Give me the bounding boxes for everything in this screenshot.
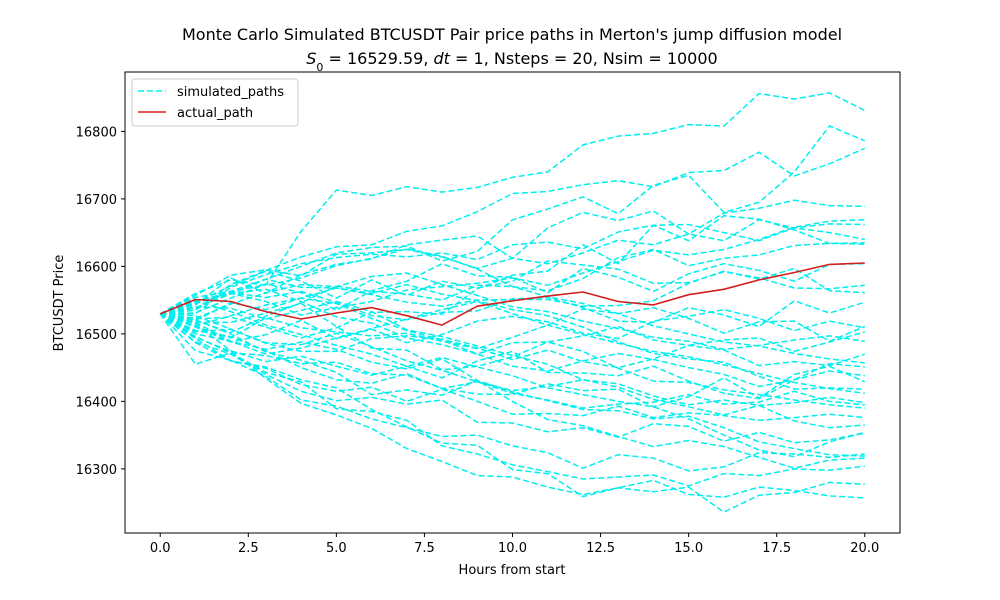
subtitle-dt-symbol: dt xyxy=(434,49,451,68)
x-tick-label: 20.0 xyxy=(850,541,879,556)
simulated-path-line xyxy=(159,313,865,513)
legend-box xyxy=(131,78,299,127)
simulated-path-line xyxy=(159,313,865,409)
simulated-path-line xyxy=(159,308,865,344)
simulated-path-line xyxy=(160,215,865,315)
simulated-path-line xyxy=(160,242,865,334)
simulated-path-line xyxy=(159,219,865,315)
x-axis: 0.0 2.5 5.0 7.5 10.0 12.5 15.0 17.5 20.0 xyxy=(150,533,879,556)
simulated-path-line xyxy=(159,313,865,422)
simulated-path-line xyxy=(160,313,865,416)
simulated-path-line xyxy=(159,290,866,328)
x-tick-label: 2.5 xyxy=(238,541,259,556)
simulated-path-line xyxy=(160,272,865,351)
legend-label-simulated: simulated_paths xyxy=(177,85,284,100)
simulated-path-line xyxy=(159,313,866,369)
y-tick-label: 16500 xyxy=(76,328,117,343)
simulated-path-line xyxy=(160,125,866,315)
y-axis: 16300 16400 16500 16600 16700 16800 xyxy=(76,125,125,478)
x-tick-label: 12.5 xyxy=(586,541,615,556)
y-tick-label: 16600 xyxy=(76,260,117,275)
simulated-path-line xyxy=(159,92,866,315)
simulated-path-line xyxy=(160,300,865,429)
x-tick-label: 5.0 xyxy=(326,541,347,556)
y-tick-label: 16300 xyxy=(76,463,117,478)
chart-subtitle: S0 = 16529.59, dt = 1, Nsteps = 20, Nsim… xyxy=(306,49,717,74)
simulated-path-line xyxy=(159,313,865,400)
simulated-path-line xyxy=(160,223,865,339)
subtitle-s-symbol: S xyxy=(306,49,316,68)
series-group xyxy=(159,92,866,513)
simulated-path-line xyxy=(159,248,865,364)
simulated-path-line xyxy=(160,313,865,469)
simulated-path-line xyxy=(159,313,865,499)
simulated-path-line xyxy=(160,219,865,316)
subtitle-s-subscript: 0 xyxy=(316,61,323,74)
x-tick-label: 0.0 xyxy=(150,541,171,556)
simulated-path-line xyxy=(159,278,865,390)
actual-path-line xyxy=(159,262,865,326)
simulated-path-line xyxy=(159,313,865,487)
simulated-path-line xyxy=(159,313,866,408)
simulated-path-line xyxy=(159,300,865,458)
y-tick-label: 16800 xyxy=(76,125,117,140)
x-axis-label: Hours from start xyxy=(459,563,566,578)
simulated-path-line xyxy=(159,297,865,388)
subtitle-rest: = 1, Nsteps = 20, Nsim = 10000 xyxy=(450,49,718,68)
y-tick-label: 16700 xyxy=(76,193,117,208)
simulated-path-line xyxy=(159,313,865,472)
legend-label-actual: actual_path xyxy=(177,106,253,121)
simulated-path-line xyxy=(159,313,865,457)
legend: simulated_paths actual_path xyxy=(131,78,299,127)
simulated-path-line xyxy=(160,147,866,315)
x-tick-label: 17.5 xyxy=(762,541,791,556)
x-tick-label: 7.5 xyxy=(414,541,435,556)
x-tick-label: 15.0 xyxy=(674,541,703,556)
simulated-path-line xyxy=(160,262,865,315)
simulated-path-line xyxy=(159,288,865,409)
x-tick-label: 10.0 xyxy=(498,541,527,556)
chart-title: Monte Carlo Simulated BTCUSDT Pair price… xyxy=(182,25,842,44)
simulated-path-line xyxy=(159,306,866,350)
subtitle-s0-value: = 16529.59, xyxy=(323,49,433,68)
simulated-path-line xyxy=(160,302,866,371)
simulated-path-line xyxy=(159,313,865,444)
y-axis-label: BTCUSDT Price xyxy=(52,255,67,352)
y-tick-label: 16400 xyxy=(76,395,117,410)
